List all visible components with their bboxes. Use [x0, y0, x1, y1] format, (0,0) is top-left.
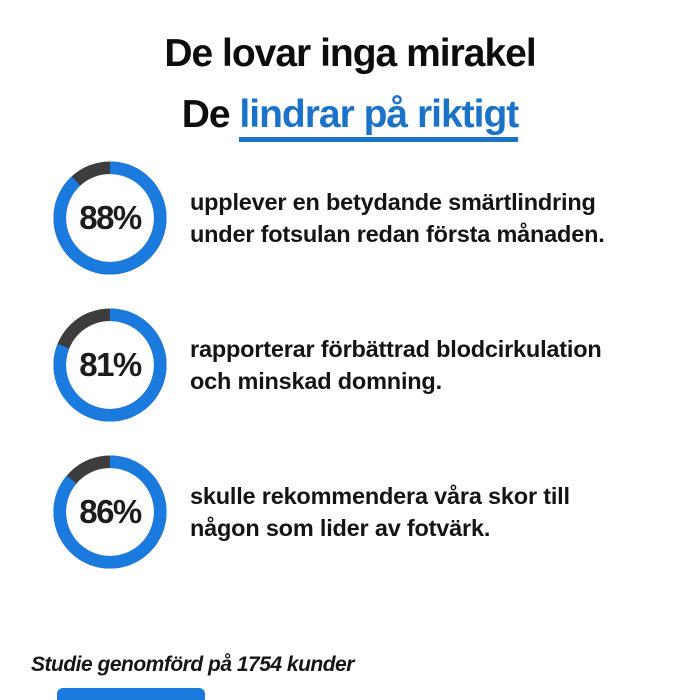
title-line-2-prefix: De — [181, 93, 240, 136]
donut-ring-81: 81% — [52, 307, 168, 423]
stat-text: upplever en betydande smärtlindring unde… — [190, 186, 605, 250]
stat-text-line-1: rapporterar förbättrad blodcirkulation — [190, 335, 602, 362]
title-line-1: De lovar inga mirakel — [164, 32, 536, 75]
stat-text-line-1: upplever en betydande smärtlindring — [190, 188, 596, 215]
ring-progress — [53, 455, 167, 569]
donut-ring-svg — [53, 308, 167, 422]
donut-ring-svg — [53, 161, 167, 275]
percent-label: 88% — [79, 199, 142, 237]
study-footnote: Studie genomförd på 1754 kunder — [31, 653, 354, 676]
bottom-accent-bar — [57, 688, 205, 700]
percent-label: 81% — [79, 346, 142, 384]
donut-ring-88: 88% — [52, 160, 168, 276]
title-link[interactable]: lindrar på riktigt — [239, 93, 519, 142]
stat-text: skulle rekommendera våra skor till någon… — [190, 480, 570, 544]
stats-list: 88% upplever en betydande smärtlindring … — [0, 160, 700, 570]
page-title: De lovar inga mirakel De lindrar på rikt… — [0, 32, 700, 142]
ring-progress — [53, 308, 167, 422]
stat-row-2: 81% rapporterar förbättrad blodcirkulati… — [0, 307, 700, 423]
stat-row-1: 88% upplever en betydande smärtlindring … — [0, 160, 700, 276]
stat-text-line-2: och minskad domning. — [190, 368, 442, 395]
donut-ring-svg — [53, 455, 167, 569]
stat-row-3: 86% skulle rekommendera våra skor till n… — [0, 454, 700, 570]
percent-label: 86% — [79, 493, 142, 531]
stat-text-line-1: skulle rekommendera våra skor till — [190, 482, 570, 509]
title-line-2: De lindrar på riktigt — [0, 93, 700, 142]
donut-ring-86: 86% — [52, 454, 168, 570]
stat-text-line-2: under fotsulan redan första månaden. — [190, 221, 605, 248]
stat-text-line-2: någon som lider av fotvärk. — [190, 515, 491, 542]
stat-text: rapporterar förbättrad blodcirkulation o… — [190, 333, 602, 397]
ring-progress — [53, 161, 167, 275]
